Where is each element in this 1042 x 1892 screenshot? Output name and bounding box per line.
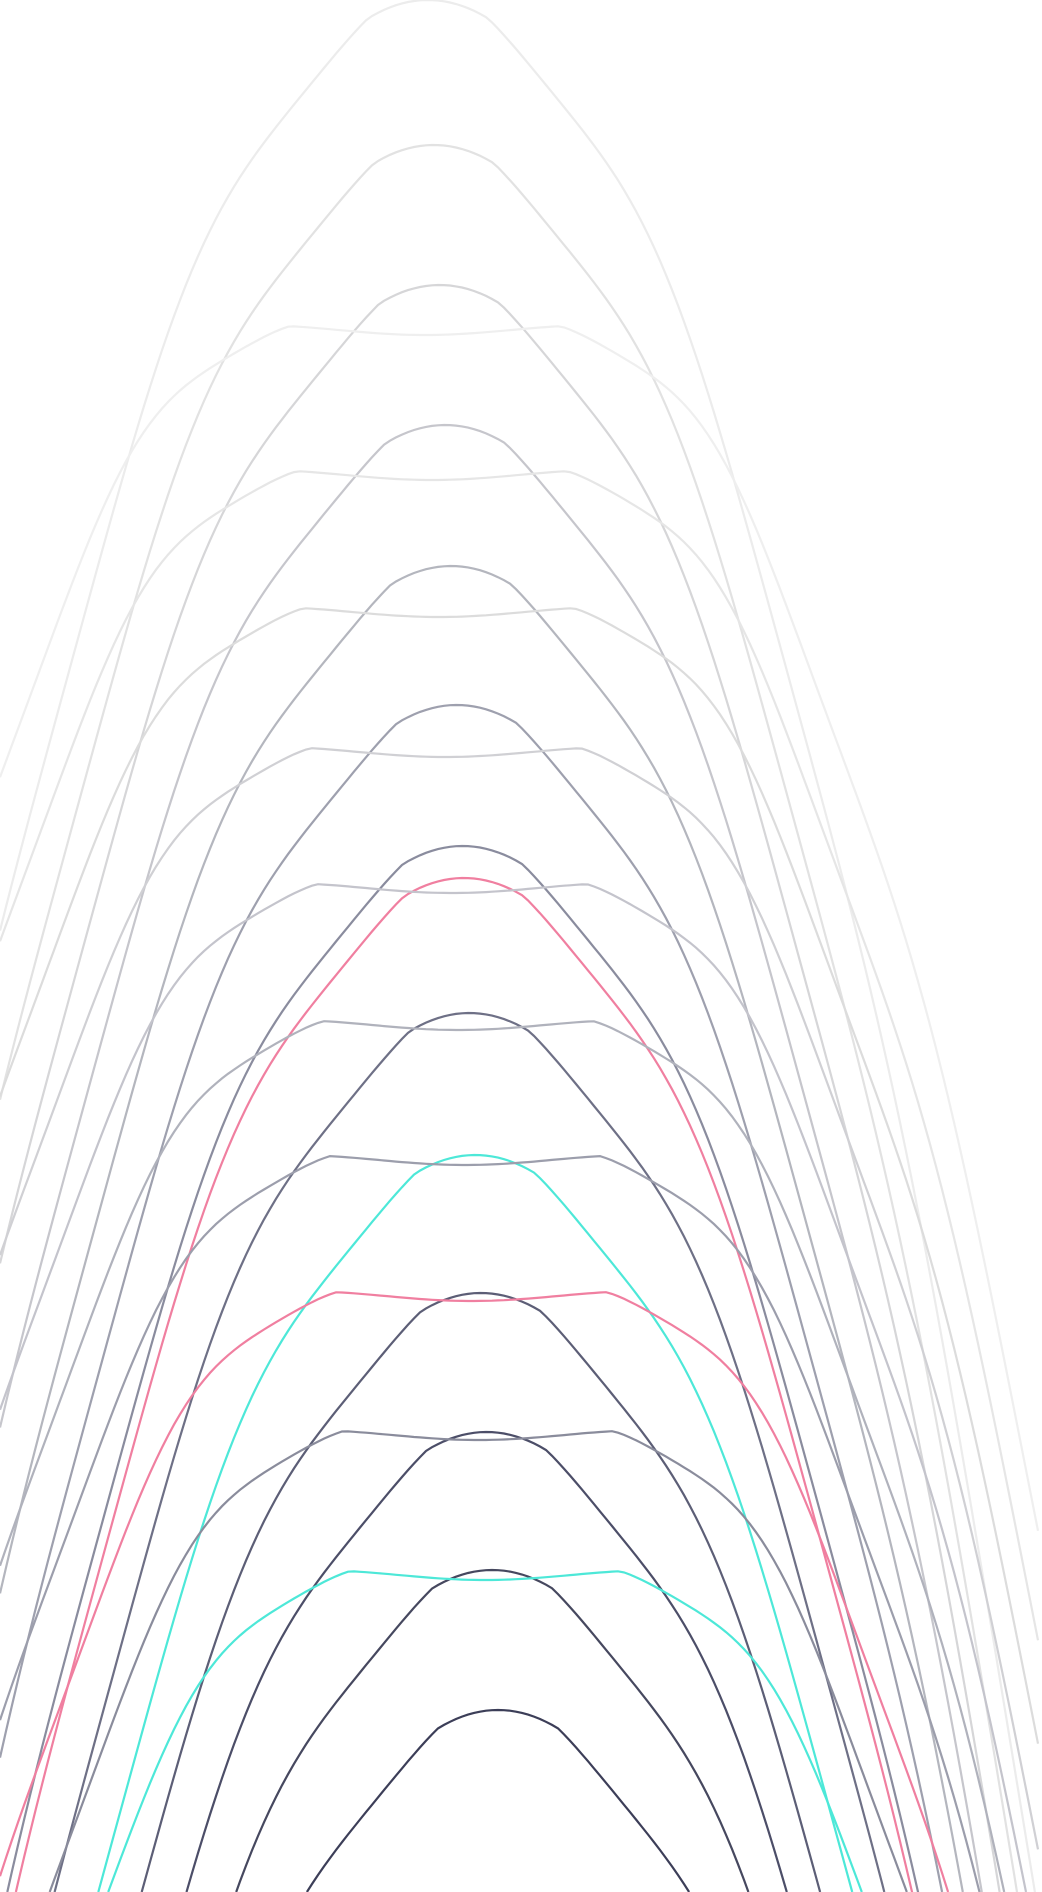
peak-wave-line: [97, 1153, 854, 1892]
plateau-wave-line: [0, 470, 1040, 1641]
plateau-wave-line: [0, 883, 1028, 1892]
peak-wave-line: [0, 143, 1019, 1892]
peak-wave-line: [305, 1708, 691, 1892]
peak-wave-line: [6, 844, 920, 1892]
peak-wave-line: [140, 1291, 822, 1892]
plateau-wave-line: [0, 1291, 950, 1892]
peak-wave-line: [0, 283, 1001, 1892]
plateau-wave-line: [0, 747, 1040, 1850]
plateau-wave-line: [48, 1430, 908, 1892]
plateau-wave-line: [0, 1020, 1006, 1892]
peak-wave-line: [185, 1430, 788, 1892]
plateau-wave-group: [0, 325, 1040, 1892]
peak-wave-line: [14, 876, 914, 1892]
peak-wave-line: [235, 1568, 750, 1892]
plateau-wave-line: [0, 1154, 981, 1892]
peak-wave-line: [0, 423, 983, 1892]
peak-wave-line: [0, 564, 964, 1892]
plateau-wave-line: [0, 325, 1040, 1532]
plateau-wave-line: [0, 607, 1040, 1744]
plateau-wave-line: [107, 1570, 863, 1892]
